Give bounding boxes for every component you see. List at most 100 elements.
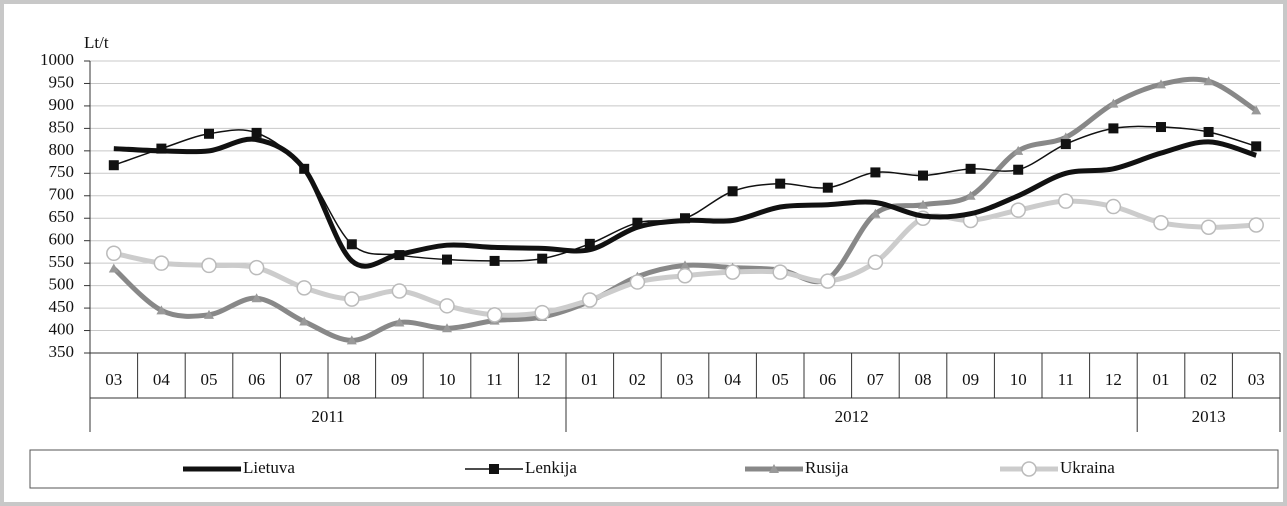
line-marker [1251,105,1262,115]
x-tick-label: 11 [486,370,502,389]
line-marker [156,305,167,315]
line-marker [1153,214,1169,231]
line-marker [534,304,550,321]
x-tick-label: 11 [1058,370,1074,389]
y-tick-label: 1000 [40,50,74,69]
x-tick-label: 02 [629,370,646,389]
legend-marker [769,464,779,473]
y-tick-label: 800 [49,140,75,159]
line-marker [584,238,595,249]
line-marker [918,170,928,181]
y-tick-label: 950 [49,72,75,91]
x-tick-label: 09 [391,370,408,389]
y-tick-label: 550 [49,252,75,271]
line-marker [820,273,836,289]
line-marker [344,291,360,307]
line-marker [965,163,976,174]
y-tick-label: 650 [49,207,75,226]
line-marker [1010,202,1026,218]
y-tick-label: 700 [49,185,75,204]
x-tick-label: 07 [867,370,885,389]
legend-label: Ukraina [1060,458,1115,477]
line-marker [918,199,928,209]
legend-marker [1021,461,1037,477]
x-tick-label: 05 [201,370,218,389]
x-tick-label: 03 [677,370,694,389]
x-tick-label: 12 [1105,370,1122,389]
line-marker [251,127,262,138]
line-marker [346,239,357,250]
x-tick-label: 01 [581,370,598,389]
line-marker [394,317,405,327]
line-marker [1203,126,1214,137]
line-marker [677,267,693,284]
line-marker [629,274,646,290]
line-marker [724,264,741,280]
line-marker [1060,139,1071,150]
x-tick-label: 04 [153,370,171,389]
year-label: 2012 [835,407,869,426]
x-tick-label: 10 [1010,370,1027,389]
x-tick-label: 01 [1153,370,1170,389]
line-marker [204,309,214,319]
x-tick-label: 02 [1200,370,1217,389]
line-marker [537,253,548,264]
line-marker [299,316,310,326]
year-label: 2011 [311,407,344,426]
line-marker [632,217,643,228]
legend-marker [489,464,499,474]
x-tick-label: 08 [915,370,932,389]
line-marker [153,255,170,271]
line-marker [1105,198,1122,215]
line-marker [1156,79,1166,89]
y-tick-label: 450 [49,297,75,316]
line-marker [394,250,405,261]
line-marker [1203,76,1214,86]
line-marker [1058,193,1074,209]
line-marker [772,264,788,280]
line-marker [442,323,452,333]
x-tick-label: 06 [248,370,265,389]
line-marker [204,128,214,139]
y-tick-label: 600 [49,230,75,249]
line-marker [201,257,217,274]
x-tick-label: 10 [439,370,456,389]
line-marker [870,208,881,218]
line-marker [296,280,312,296]
y-tick-label: 350 [49,342,75,361]
line-marker [442,254,452,265]
line-marker [346,335,357,345]
line-marker [1200,219,1217,235]
year-label: 2013 [1192,407,1226,426]
line-marker [822,182,833,193]
line-marker [775,178,786,189]
line-marker [870,167,881,178]
x-tick-label: 05 [772,370,789,389]
line-marker [1251,141,1262,152]
line-marker [1013,164,1024,175]
line-marker [108,263,119,273]
x-tick-label: 08 [343,370,360,389]
legend-label: Lenkija [525,458,577,477]
line-marker [489,255,500,266]
line-marker [965,190,976,200]
x-tick-label: 09 [962,370,979,389]
y-tick-label: 400 [49,319,75,338]
line-marker [106,245,122,262]
y-axis-label: Lt/t [84,33,109,52]
line-marker [251,293,262,303]
line-marker [727,186,738,197]
y-tick-label: 900 [49,95,75,114]
line-marker [1248,217,1264,233]
x-tick-label: 04 [724,370,742,389]
line-marker [248,259,265,276]
x-tick-label: 03 [105,370,122,389]
x-tick-label: 06 [819,370,836,389]
line-marker [486,307,503,323]
line-marker [680,260,690,270]
line-marker [1013,145,1024,155]
line-series [112,76,1258,343]
line-marker [582,292,598,308]
